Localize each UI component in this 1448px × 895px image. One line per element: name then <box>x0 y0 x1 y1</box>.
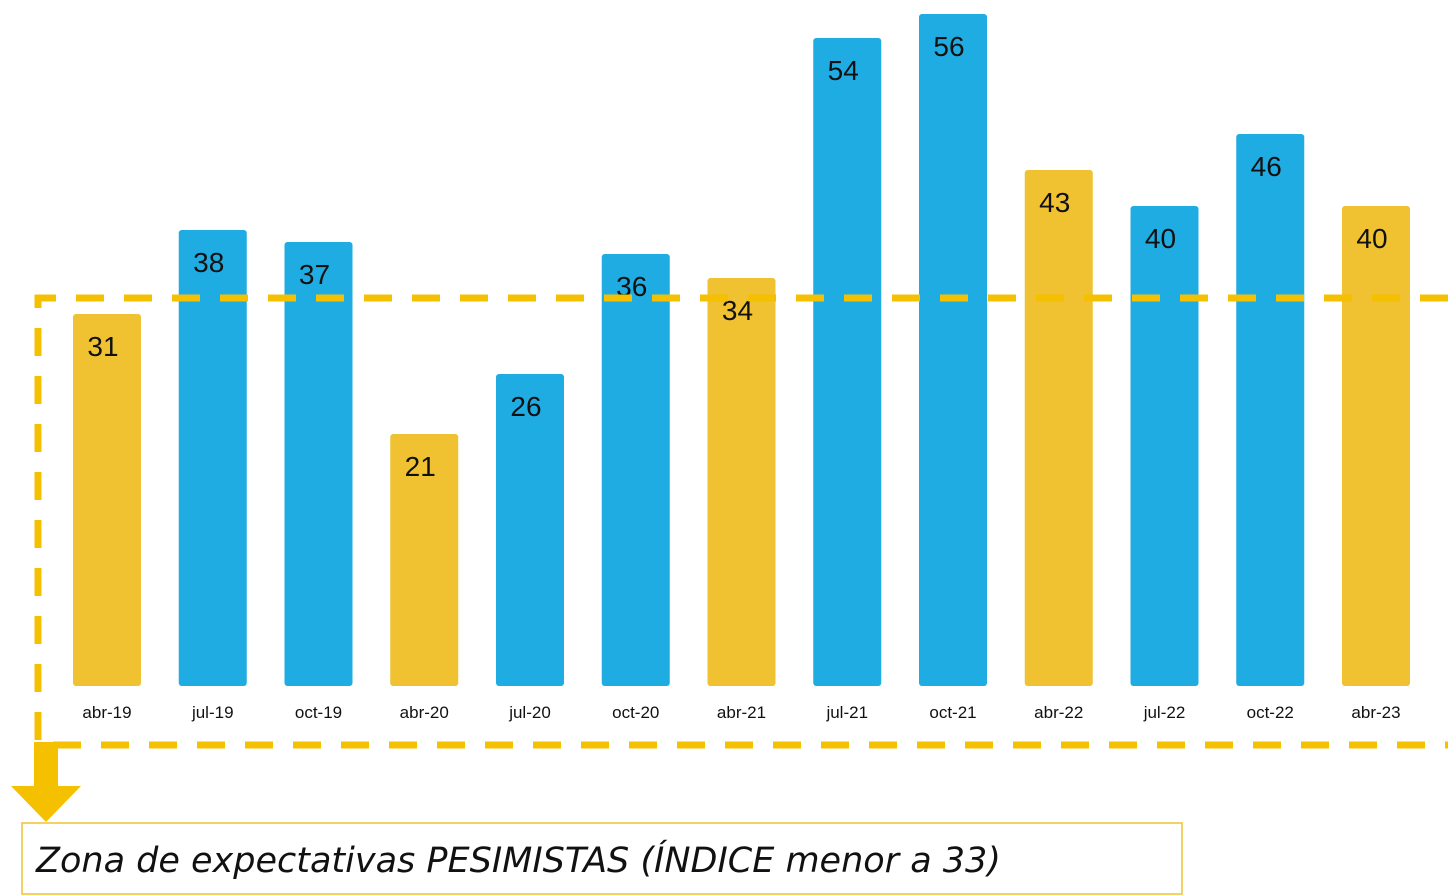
x-tick-label: oct-21 <box>929 703 976 722</box>
x-tick-label: abr-21 <box>717 703 766 722</box>
value-label: 37 <box>299 259 330 290</box>
x-tick-label: abr-23 <box>1351 703 1400 722</box>
x-tick-label: abr-22 <box>1034 703 1083 722</box>
zone-arrow <box>11 742 81 822</box>
bar <box>73 314 141 686</box>
bar <box>1342 206 1410 686</box>
value-label: 46 <box>1251 151 1282 182</box>
value-label: 40 <box>1356 223 1387 254</box>
x-tick-label: jul-22 <box>1143 703 1186 722</box>
annotation: Zona de expectativas PESIMISTAS (ÍNDICE … <box>35 839 1001 881</box>
bar <box>813 38 882 686</box>
x-tick-label: oct-20 <box>612 703 659 722</box>
value-label: 26 <box>510 391 541 422</box>
bars: 31 abr-19 38 jul-19 37 oct-19 21 abr-20 26 jul-20… <box>73 14 1410 722</box>
value-label: 21 <box>405 451 436 482</box>
bar <box>707 278 776 686</box>
value-label: 54 <box>828 55 859 86</box>
x-tick-label: oct-19 <box>295 703 342 722</box>
bar <box>601 254 670 686</box>
bar <box>284 242 353 686</box>
value-label: 31 <box>87 331 118 362</box>
bar <box>919 14 987 686</box>
bar <box>1024 170 1093 686</box>
x-tick-label: oct-22 <box>1247 703 1294 722</box>
x-tick-label: jul-19 <box>191 703 234 722</box>
x-tick-label: abr-19 <box>82 703 131 722</box>
bar <box>496 374 564 686</box>
bar <box>390 434 459 686</box>
zone-outline <box>34 294 1448 749</box>
bar <box>1236 134 1305 686</box>
x-tick-label: jul-20 <box>508 703 551 722</box>
pessimistic-zone: Zona de expectativas PESIMISTAS (ÍNDICE … <box>11 294 1448 895</box>
x-tick-label: abr-20 <box>400 703 449 722</box>
bar <box>1130 206 1199 686</box>
value-label: 40 <box>1145 223 1176 254</box>
annotation-box <box>21 822 1183 895</box>
value-label: 38 <box>193 247 224 278</box>
x-tick-label: jul-21 <box>825 703 868 722</box>
value-label: 43 <box>1039 187 1070 218</box>
bar <box>178 230 247 686</box>
value-label: 56 <box>933 31 964 62</box>
